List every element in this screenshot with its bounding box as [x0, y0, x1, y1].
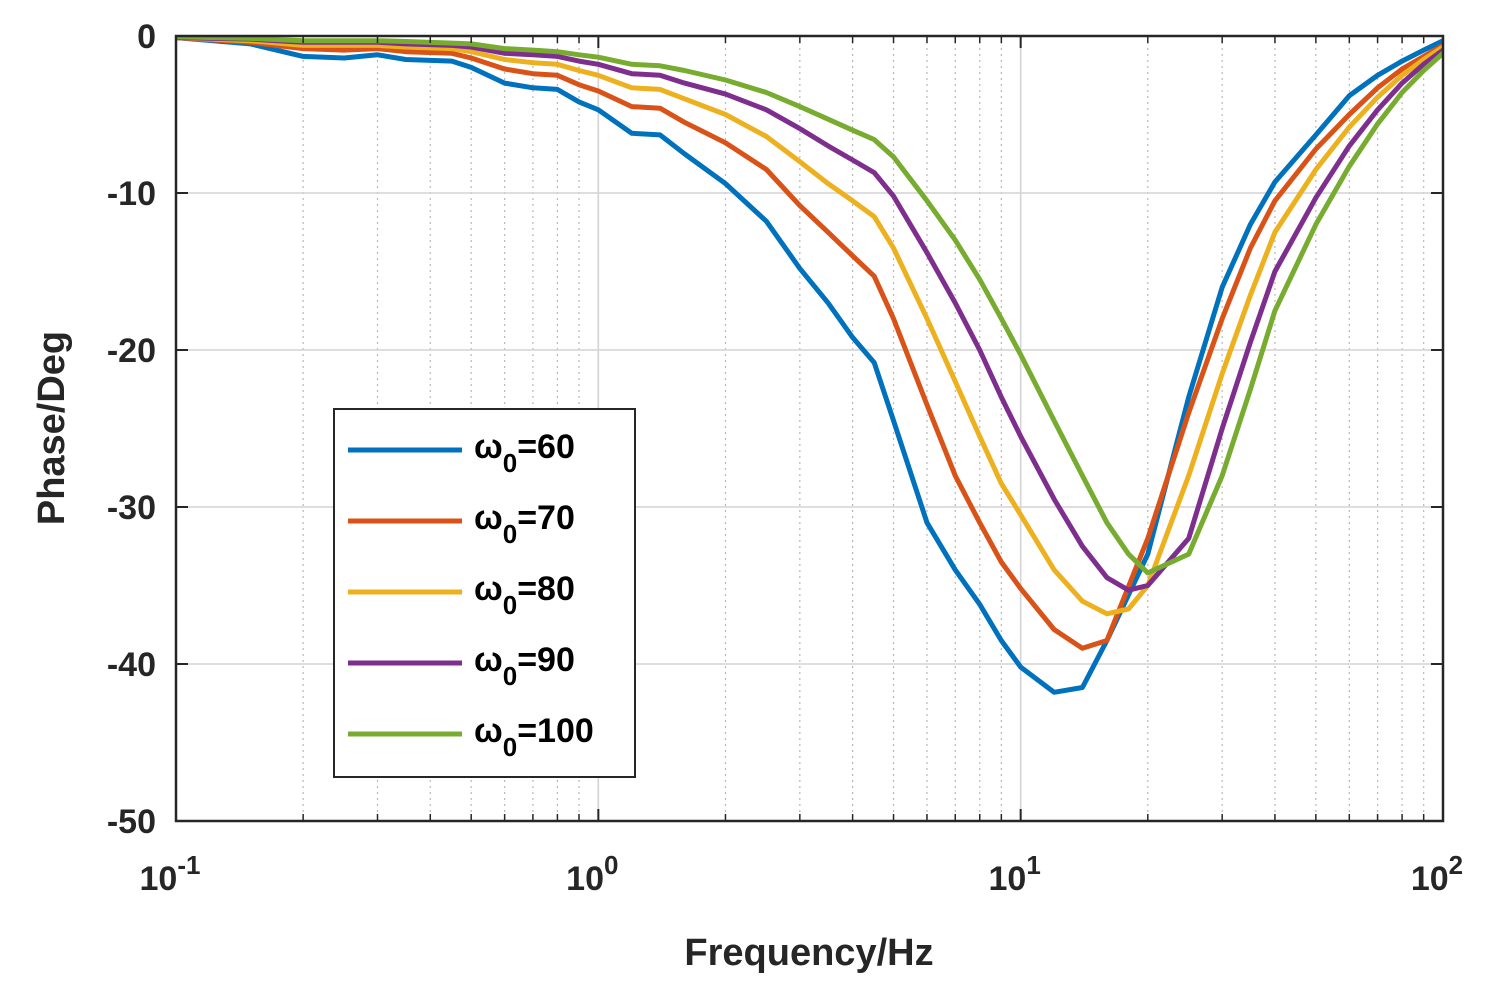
series-line-70 [176, 36, 1443, 651]
y-axis-label: Phase/Deg [31, 331, 73, 525]
legend-item: ω0=90 [348, 641, 575, 691]
legend-label: ω0=60 [474, 428, 575, 478]
x-tick-label: 10-1 [140, 850, 201, 898]
legend: ω0=60 ω0=70 ω0=80 ω0=90 ω0=100 [333, 408, 636, 778]
y-tick-label: 0 [137, 18, 156, 56]
y-tick-labels: 0 -10 -20 -30 -40 -50 [107, 18, 156, 841]
legend-item: ω0=70 [348, 499, 575, 549]
series-line-90 [176, 36, 1443, 593]
series-lines [176, 36, 1443, 695]
x-tick-label: 100 [566, 850, 618, 898]
x-tick-label: 101 [989, 850, 1041, 898]
series-line-80 [176, 36, 1443, 617]
legend-item: ω0=80 [348, 570, 575, 620]
y-tick-label: -20 [107, 332, 156, 370]
y-tick-label: -50 [107, 803, 156, 841]
y-tick-label: -40 [107, 646, 156, 684]
legend-label: ω0=90 [474, 641, 575, 691]
legend-label: ω0=100 [474, 712, 594, 762]
plot-frame [174, 34, 1445, 823]
y-tick-label: -30 [107, 489, 156, 527]
series-line-60 [176, 36, 1443, 695]
series-line-100 [176, 36, 1443, 576]
axis-ticks [175, 35, 1444, 822]
x-tick-labels: 10-1 100 101 102 [140, 850, 1464, 898]
legend-item: ω0=60 [348, 428, 575, 478]
legend-label: ω0=80 [474, 570, 575, 620]
legend-label: ω0=70 [474, 499, 575, 549]
x-axis-label: Frequency/Hz [684, 932, 933, 974]
legend-item: ω0=100 [348, 712, 594, 762]
y-tick-label: -10 [107, 175, 156, 213]
x-tick-label: 102 [1411, 850, 1463, 898]
